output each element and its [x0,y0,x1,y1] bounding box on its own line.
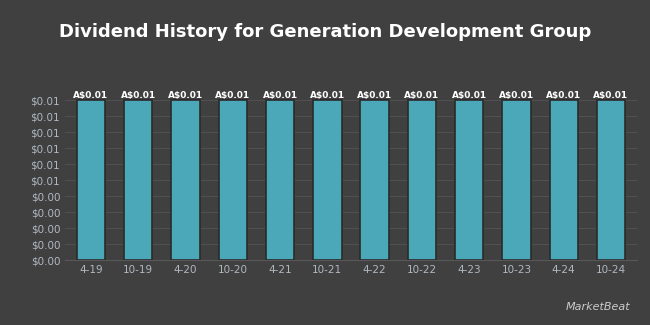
Text: A$0.01: A$0.01 [310,91,345,100]
Text: A$0.01: A$0.01 [593,91,629,100]
Bar [597,100,625,260]
Text: A$0.01: A$0.01 [215,91,250,100]
Bar [313,100,341,260]
Bar [455,100,484,260]
Bar [172,100,200,260]
Bar [408,100,436,260]
Text: A$0.01: A$0.01 [263,91,298,100]
Text: Dividend History for Generation Development Group: Dividend History for Generation Developm… [59,23,591,41]
Bar [218,100,247,260]
Text: A$0.01: A$0.01 [121,91,156,100]
Text: A$0.01: A$0.01 [452,91,487,100]
Bar [77,100,105,260]
Text: MarketBeat: MarketBeat [566,302,630,312]
Bar [266,100,294,260]
Text: A$0.01: A$0.01 [499,91,534,100]
Bar [361,100,389,260]
Text: A$0.01: A$0.01 [73,91,109,100]
Bar [124,100,153,260]
Bar [502,100,530,260]
Text: A$0.01: A$0.01 [168,91,203,100]
Text: A$0.01: A$0.01 [404,91,439,100]
Bar [549,100,578,260]
Text: A$0.01: A$0.01 [546,91,581,100]
Text: A$0.01: A$0.01 [357,91,392,100]
